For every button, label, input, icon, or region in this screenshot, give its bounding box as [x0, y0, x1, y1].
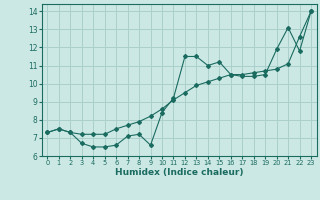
X-axis label: Humidex (Indice chaleur): Humidex (Indice chaleur): [115, 168, 244, 177]
